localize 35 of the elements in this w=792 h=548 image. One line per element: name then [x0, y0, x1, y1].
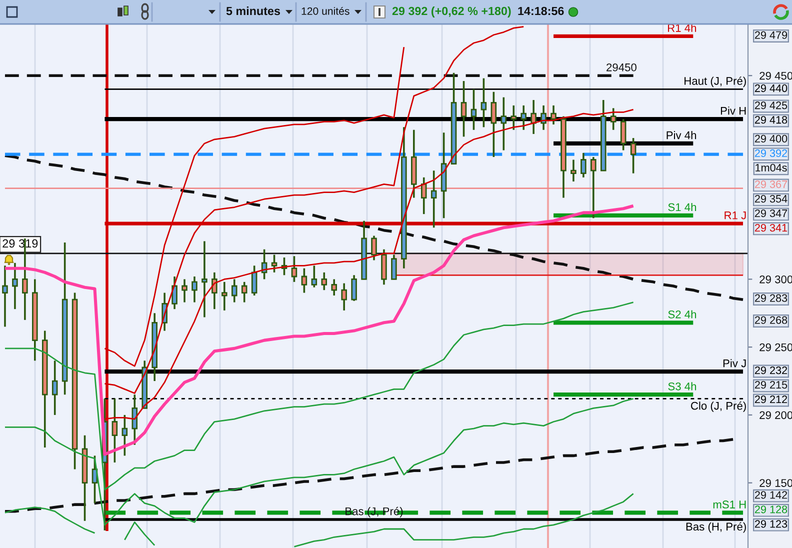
series-label: Piv 4h	[666, 131, 696, 140]
text: 29 425	[754, 102, 788, 110]
series-label: Bas (H, Pré)	[686, 522, 746, 533]
text: 29 283	[754, 294, 788, 302]
text: 29 479	[754, 31, 788, 39]
data-label: 29 232	[754, 366, 788, 374]
text: 29 400	[754, 134, 788, 143]
data-label: 29 341	[754, 224, 788, 232]
data-label: 29 367	[754, 180, 788, 188]
data-label: 29 123	[754, 520, 788, 528]
series-label: R1 J	[724, 212, 746, 220]
text: 29 392 (+0,62 % +180)	[392, 6, 511, 18]
series-label: Piv H	[720, 106, 746, 115]
data-label: 29 418	[754, 116, 788, 124]
series-label: S2 4h	[668, 310, 696, 318]
series-label: 29450	[606, 63, 636, 72]
series-label: S1 4h	[668, 202, 696, 212]
text: 29 215	[754, 380, 788, 389]
text: 1m04s	[756, 164, 787, 172]
text: 29 347	[754, 209, 788, 218]
data-label: 29 440	[754, 84, 788, 92]
text: 29 142	[754, 491, 788, 499]
series-label: mS1 H	[713, 500, 746, 508]
text: 5 minutes	[226, 6, 280, 16]
text: 29 268	[754, 316, 788, 324]
text: 14:18:56	[518, 6, 564, 16]
text: 120 unités	[302, 6, 350, 15]
series-label: Piv J	[723, 359, 746, 368]
series-label: Haut (J, Pré)	[684, 76, 746, 88]
data-label: 29 212	[754, 395, 788, 404]
series-label: Clo (J, Pré)	[691, 401, 746, 412]
text: 29 354	[754, 194, 788, 203]
data-label: 29 392	[754, 149, 788, 158]
series-label: S3 4h	[668, 382, 696, 390]
data-label: 29 128	[754, 506, 788, 514]
